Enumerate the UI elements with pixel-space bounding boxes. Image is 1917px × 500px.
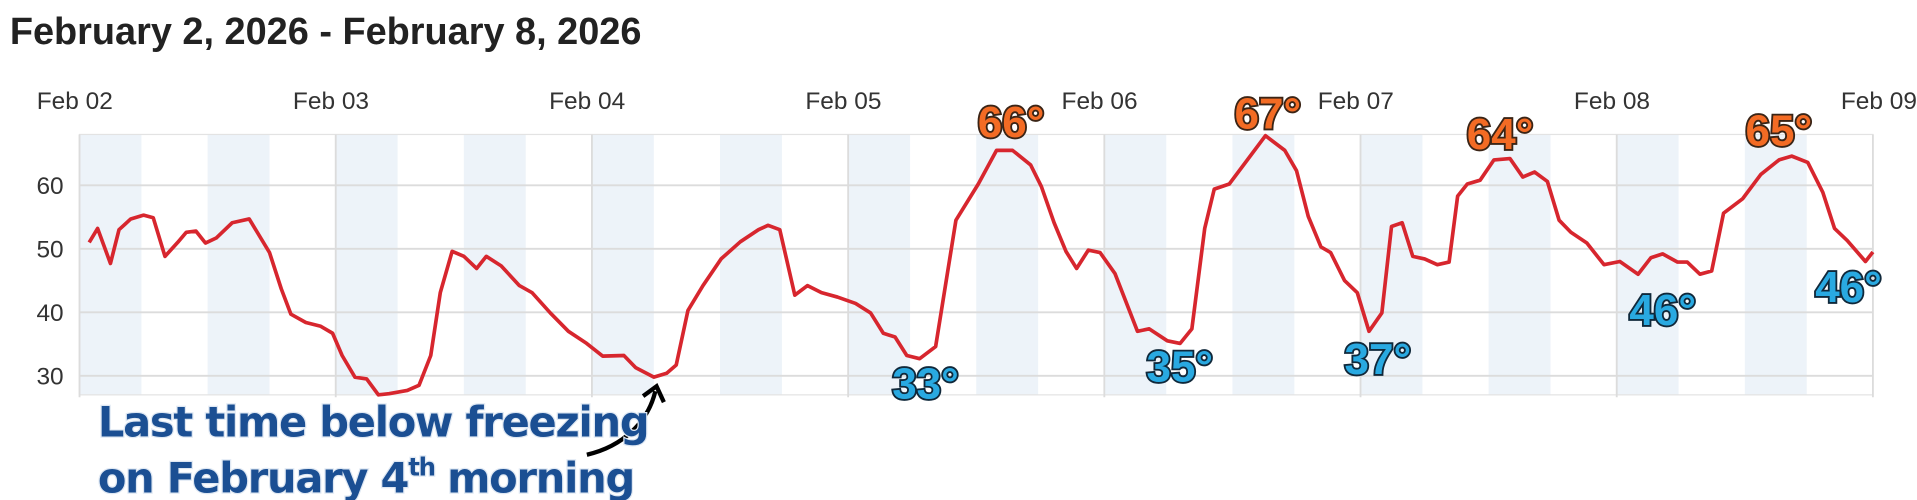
shade-band (1744, 134, 1807, 395)
annotation-sup: th (408, 453, 435, 482)
high-label: 64° (1467, 110, 1534, 159)
x-tick-label: Feb 08 (1574, 88, 1650, 115)
x-tick-label: Feb 05 (805, 88, 881, 115)
x-tick-label: Feb 06 (1062, 88, 1138, 115)
high-label: 65° (1746, 106, 1813, 155)
y-tick-label: 50 (36, 236, 63, 263)
shade-band (335, 134, 398, 395)
low-label: 46° (1815, 263, 1882, 312)
low-label: 35° (1146, 342, 1213, 391)
shade-band (207, 134, 270, 395)
shade-band (591, 134, 654, 395)
annotation-text: on February 4 (98, 454, 408, 500)
shade-band (1360, 134, 1423, 395)
annotation-text: morning (447, 454, 634, 500)
y-tick-label: 30 (36, 363, 63, 390)
x-tick-label: Feb 07 (1318, 88, 1394, 115)
y-tick-label: 60 (36, 173, 63, 200)
high-label: 67° (1235, 89, 1302, 138)
day-bands (78, 133, 1874, 396)
x-tick-label: Feb 03 (293, 88, 369, 115)
shade-band (1232, 134, 1295, 395)
x-tick-label: Feb 04 (549, 88, 625, 115)
temperature-line (87, 133, 1875, 397)
low-label: 46° (1629, 286, 1696, 335)
shade-band (848, 134, 911, 395)
annotation-line: on February 4th morning (98, 453, 634, 500)
x-tick-label: Feb 09 (1841, 88, 1917, 115)
x-tick-label: Feb 02 (37, 88, 113, 115)
annotation-line: Last time below freezing (98, 397, 648, 446)
low-label: 37° (1345, 335, 1412, 384)
arrow-head (641, 383, 666, 404)
chart-title: February 2, 2026 - February 8, 2026 (10, 11, 642, 53)
low-label: 33° (892, 360, 959, 409)
shade-band (976, 134, 1039, 395)
y-tick-label: 40 (36, 300, 63, 327)
shade-band (1104, 134, 1167, 395)
shade-band (720, 134, 782, 395)
high-label: 66° (978, 98, 1045, 147)
arrow (586, 390, 658, 457)
